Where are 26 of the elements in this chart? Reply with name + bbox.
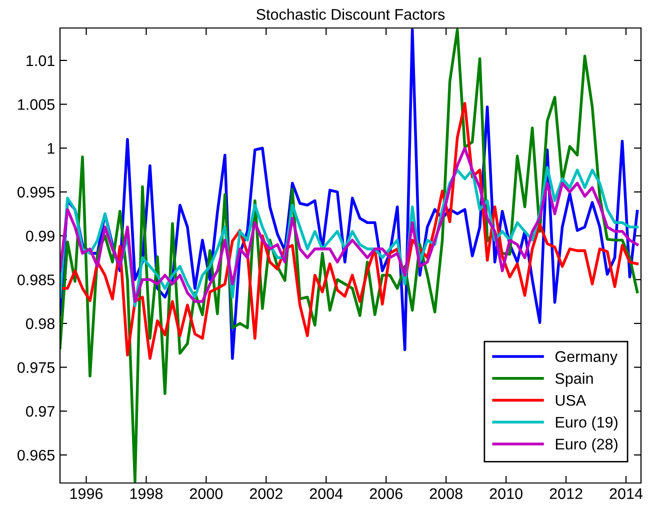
- x-tick-label: 2000: [190, 488, 223, 500]
- legend-label: USA: [556, 394, 586, 406]
- x-tick-label: 2014: [610, 488, 643, 500]
- x-tick-label: 2002: [250, 488, 282, 500]
- legend-label: Germany: [555, 351, 618, 366]
- y-tick-label: 1: [48, 143, 54, 154]
- y-tick-label: 1.005: [18, 99, 54, 110]
- y-tick-label: 1.01: [26, 55, 54, 66]
- chart-title: Stochastic Discount Factors: [256, 8, 445, 20]
- y-tick-label: 0.975: [18, 362, 54, 373]
- legend-label: Euro (28): [556, 438, 618, 453]
- y-tick-label: 0.99: [26, 230, 54, 242]
- y-tick-label: 0.995: [18, 186, 54, 198]
- x-tick-label: 2004: [310, 488, 343, 500]
- x-tick-label: 1998: [130, 488, 163, 500]
- x-tick-label: 1996: [70, 488, 103, 500]
- x-tick-label: 2010: [490, 488, 522, 500]
- y-tick-label: 0.97: [26, 406, 54, 417]
- y-tick-label: 0.98: [26, 318, 54, 330]
- x-tick-label: 2006: [370, 488, 402, 500]
- x-tick-label: 2008: [430, 488, 462, 500]
- legend-label: Euro (19): [556, 416, 618, 431]
- y-tick-label: 0.985: [18, 274, 54, 286]
- legend-label: Spain: [555, 372, 593, 387]
- x-tick-label: 2012: [550, 488, 582, 500]
- y-tick-label: 0.965: [18, 450, 54, 461]
